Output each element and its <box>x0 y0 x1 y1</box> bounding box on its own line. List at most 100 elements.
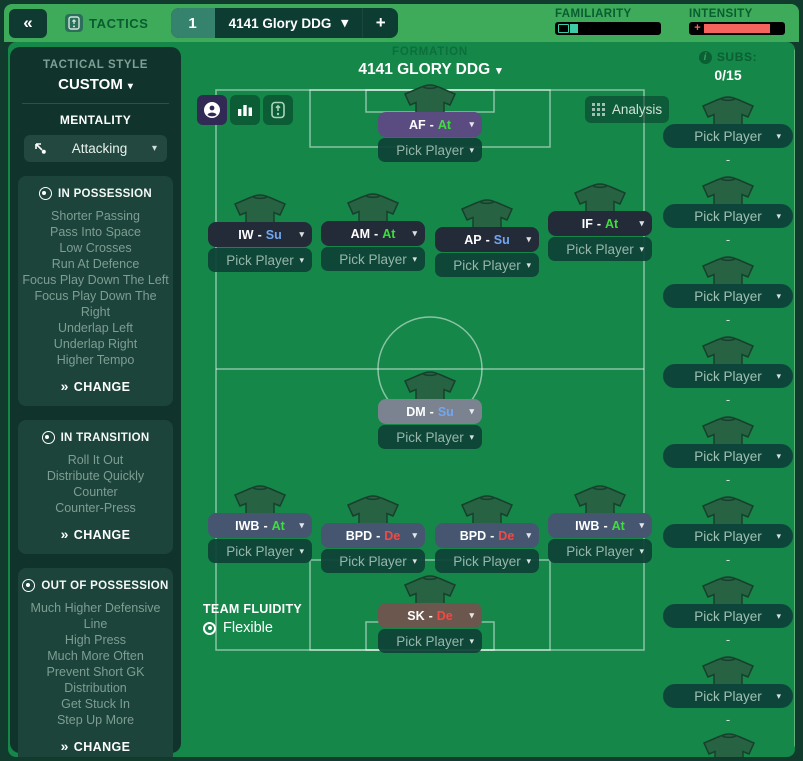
pick-player-label: Pick Player <box>694 608 762 624</box>
role-duty-dropdown[interactable]: AM - At ▾ <box>321 221 425 246</box>
pick-player-dropdown[interactable]: Pick Player ▾ <box>663 524 793 548</box>
role-duty-dropdown[interactable]: AP - Su ▾ <box>435 227 539 252</box>
intensity-meter: INTENSITY + <box>689 8 785 35</box>
pick-player-label: Pick Player <box>694 448 762 464</box>
familiarity-bar <box>555 22 661 35</box>
role-duty-dropdown[interactable]: BPD - De ▾ <box>321 523 425 548</box>
chevron-down-icon: ▾ <box>526 530 531 540</box>
pick-player-dropdown[interactable]: Pick Player ▾ <box>663 364 793 388</box>
pick-player-dropdown[interactable]: Pick Player ▾ <box>548 237 652 261</box>
role-label: AF <box>408 117 426 132</box>
pick-player-dropdown[interactable]: Pick Player ▾ <box>663 204 793 228</box>
role-duty-dropdown[interactable]: IWB - At ▾ <box>548 513 652 538</box>
section-title: IN POSSESSION <box>57 187 152 200</box>
pick-player-dropdown[interactable]: Pick Player ▾ <box>548 539 652 563</box>
scrollbar[interactable] <box>794 48 795 748</box>
pitch-view-button[interactable] <box>263 95 293 125</box>
tactical-style-dropdown[interactable]: CUSTOM ▾ <box>10 76 181 93</box>
instruction-item: Counter <box>73 485 118 499</box>
chevron-down-icon: ▾ <box>639 243 644 254</box>
role-duty-dropdown[interactable]: AF - At ▾ <box>378 112 482 137</box>
sub-slot: Pick Player ▾ - <box>663 336 793 416</box>
pick-player-label: Pick Player <box>566 241 634 257</box>
pick-player-dropdown[interactable]: Pick Player ▾ <box>663 284 793 308</box>
player-view-button[interactable] <box>197 95 227 125</box>
pick-player-dropdown[interactable]: Pick Player ▾ <box>321 247 425 271</box>
team-fluidity: TEAM FLUIDITY Flexible <box>203 602 302 636</box>
role-separator: - <box>596 216 602 231</box>
role-duty-dropdown[interactable]: SK - De ▾ <box>378 603 482 628</box>
chevron-down-icon: ▾ <box>341 15 349 30</box>
pick-player-dropdown[interactable]: Pick Player ▾ <box>663 684 793 708</box>
chevron-down-icon: ▾ <box>412 228 417 238</box>
role-duty-dropdown[interactable]: IW - Su ▾ <box>208 222 312 247</box>
formation-dropdown[interactable]: 4141 GLORY DDG ▾ <box>330 61 530 79</box>
chevron-down-icon: ▾ <box>299 545 304 556</box>
change-button[interactable]: » CHANGE <box>22 378 169 394</box>
pick-player-label: Pick Player <box>694 528 762 544</box>
sub-slot: Pick Player ▾ - <box>663 416 793 496</box>
double-chevron-icon: » <box>60 526 69 542</box>
duty-label: De <box>384 528 401 543</box>
pick-player-dropdown[interactable]: Pick Player ▾ <box>378 629 482 653</box>
role-separator: - <box>485 232 490 247</box>
sub-slot: Pick Player ▾ - <box>663 256 793 336</box>
duty-label: De <box>436 608 453 623</box>
intensity-label: INTENSITY <box>689 8 753 20</box>
pick-player-dropdown[interactable]: Pick Player ▾ <box>378 138 482 162</box>
role-separator: - <box>429 117 434 132</box>
sub-separator: - <box>725 152 731 167</box>
section-title: OUT OF POSSESSION <box>41 579 169 592</box>
chevron-down-icon: ▾ <box>469 119 474 129</box>
tactical-style-value: CUSTOM <box>58 76 123 93</box>
tactic-name-dropdown[interactable]: 4141 Glory DDG ▾ <box>215 8 363 38</box>
instruction-item: Underlap Right <box>53 337 138 351</box>
chevron-down-icon: ▾ <box>776 130 781 141</box>
stats-view-button[interactable] <box>230 95 260 125</box>
role-duty-dropdown[interactable]: IWB - At ▾ <box>208 513 312 538</box>
pick-player-dropdown[interactable]: Pick Player ▾ <box>663 124 793 148</box>
pick-player-label: Pick Player <box>694 208 762 224</box>
tactic-tab-1[interactable]: 1 <box>170 8 215 38</box>
pick-player-dropdown[interactable]: Pick Player ▾ <box>208 248 312 272</box>
chevron-down-icon: ▾ <box>639 545 644 556</box>
pick-player-dropdown[interactable]: Pick Player ▾ <box>321 549 425 573</box>
instruction-sections: IN POSSESSION Shorter Passing Pass Into S… <box>10 176 181 757</box>
pick-player-label: Pick Player <box>396 633 464 649</box>
tactics-label: TACTICS <box>89 15 149 31</box>
sub-slot: Pick Player ▾ - <box>663 496 793 576</box>
section-header: IN POSSESSION <box>22 187 169 200</box>
formation-label: FORMATION <box>392 46 468 58</box>
change-button[interactable]: » CHANGE <box>22 526 169 542</box>
mentality-dropdown[interactable]: Attacking ▾ <box>24 135 167 162</box>
meters: FAMILIARITY INTENSITY + <box>555 8 785 35</box>
analysis-button[interactable]: Analysis <box>585 96 669 123</box>
tactic-selector: 1 4141 Glory DDG ▾ + <box>170 8 399 38</box>
role-duty-dropdown[interactable]: BPD - De ▾ <box>435 523 539 548</box>
back-button[interactable]: « <box>9 8 47 38</box>
pick-player-dropdown[interactable]: Pick Player ▾ <box>378 425 482 449</box>
add-tactic-button[interactable]: + <box>362 8 398 38</box>
pick-player-dropdown[interactable]: Pick Player ▾ <box>435 549 539 573</box>
role-separator: - <box>429 404 434 419</box>
role-duty-dropdown[interactable]: DM - Su ▾ <box>378 399 482 424</box>
change-label: CHANGE <box>73 380 131 394</box>
instruction-item: Get Stuck In <box>61 697 130 711</box>
pick-player-label: Pick Player <box>226 252 294 268</box>
chevron-down-icon: ▾ <box>776 530 781 541</box>
duty-label: At <box>605 216 619 231</box>
chevron-down-icon: ▾ <box>299 254 304 265</box>
change-button[interactable]: » CHANGE <box>22 738 169 754</box>
section-title: IN TRANSITION <box>60 431 150 444</box>
role-label: IW <box>238 227 254 242</box>
pick-player-dropdown[interactable]: Pick Player ▾ <box>663 444 793 468</box>
tactics-nav[interactable]: TACTICS <box>65 14 149 32</box>
role-duty-dropdown[interactable]: IF - At ▾ <box>548 211 652 236</box>
chevron-down-icon: ▾ <box>526 555 531 566</box>
subs-label: SUBS: <box>716 50 758 64</box>
pick-player-dropdown[interactable]: Pick Player ▾ <box>435 253 539 277</box>
instruction-item: Roll It Out <box>67 453 124 467</box>
pick-player-dropdown[interactable]: Pick Player ▾ <box>663 604 793 628</box>
top-bar: « TACTICS 1 4141 Glory DDG ▾ + FAMILIARI… <box>4 4 799 42</box>
pick-player-dropdown[interactable]: Pick Player ▾ <box>208 539 312 563</box>
